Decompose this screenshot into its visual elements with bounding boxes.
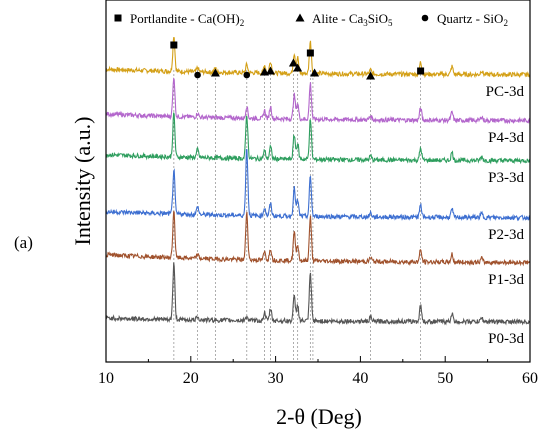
alite-marker — [293, 63, 303, 72]
series-traces — [105, 36, 531, 326]
series-labels: PC-3d P4-3d P3-3d P2-3d P1-3d P0-3d — [486, 84, 525, 347]
series-line — [105, 36, 531, 79]
series-label: P4-3d — [488, 130, 524, 146]
portlandite-marker — [417, 67, 425, 75]
x-tick-label: 10 — [98, 370, 114, 387]
panel-label: (a) — [14, 233, 33, 252]
quartz-marker — [421, 14, 429, 22]
series-label: P0-3d — [488, 331, 524, 347]
quartz-marker — [194, 71, 201, 79]
alite-marker — [366, 71, 376, 80]
series-line — [105, 112, 530, 165]
plot-frame — [105, 0, 531, 363]
alite-marker — [288, 58, 298, 67]
series-label: P1-3d — [488, 272, 524, 288]
x-tick-label: 20 — [183, 370, 199, 387]
portlandite-marker — [306, 49, 314, 57]
alite-marker — [295, 13, 305, 22]
portlandite-marker — [170, 41, 178, 49]
series-label: P3-3d — [488, 170, 524, 186]
x-tick-label: 40 — [352, 370, 368, 387]
x-tick-label: 30 — [268, 370, 284, 387]
x-tick-label: 60 — [522, 370, 538, 387]
quartz-marker — [243, 71, 251, 79]
series-label: PC-3d — [486, 84, 525, 100]
x-axis-ticks: 10 20 30 40 50 60 — [98, 356, 538, 387]
legend-entry: Alite - Ca3SiO5 — [312, 11, 393, 28]
alite-marker — [210, 68, 220, 77]
series-line — [105, 262, 531, 326]
phase-markers — [170, 41, 425, 80]
alite-marker — [266, 66, 276, 75]
series-label: P2-3d — [488, 227, 524, 243]
alite-marker — [310, 68, 320, 77]
legend-entry: Portlandite - Ca(OH)2 — [130, 11, 244, 28]
portlandite-marker — [114, 14, 122, 22]
x-tick-label: 50 — [437, 370, 453, 387]
series-line — [105, 149, 531, 222]
legend: Portlandite - Ca(OH)2 Alite - Ca3SiO5 Quar… — [114, 11, 508, 28]
legend-entry: Quartz - SiO2 — [437, 11, 508, 28]
series-line — [105, 210, 530, 267]
y-axis-label: Intensity (a.u.) — [70, 117, 95, 246]
series-line — [105, 77, 531, 125]
x-axis-label: 2-θ (Deg) — [276, 404, 362, 429]
